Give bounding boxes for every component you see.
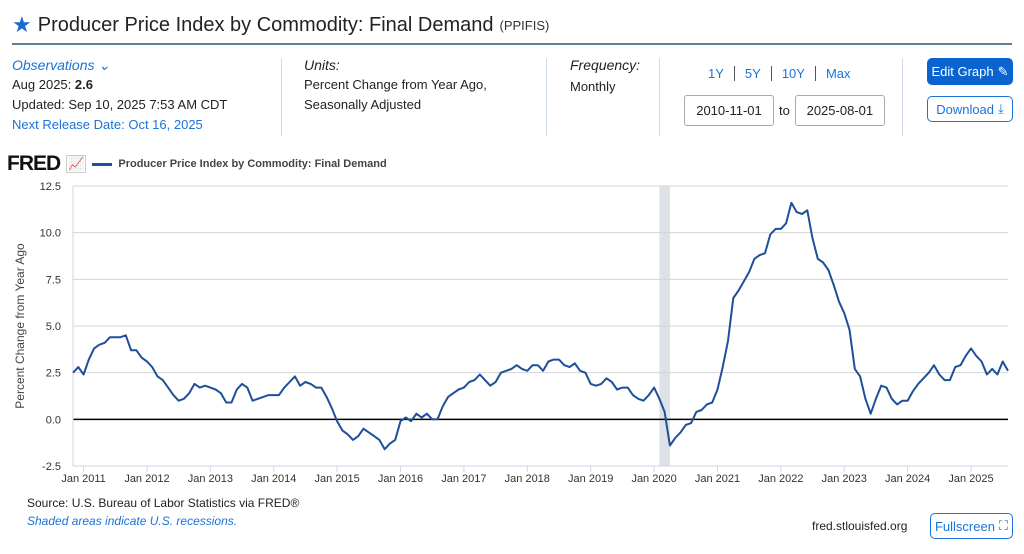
range-5y[interactable]: 5Y — [735, 66, 772, 81]
y-tick-label: 2.5 — [46, 368, 61, 380]
y-tick-label: 0.0 — [46, 414, 61, 426]
x-tick-label: Jan 2016 — [378, 473, 423, 485]
series-title: Producer Price Index by Commodity: Final… — [37, 13, 494, 36]
start-date-input[interactable]: 2010-11-01 — [684, 95, 774, 126]
recession-note: Shaded areas indicate U.S. recessions. — [27, 514, 238, 528]
x-tick-label: Jan 2019 — [568, 473, 613, 485]
legend-label[interactable]: Producer Price Index by Commodity: Final… — [118, 158, 387, 170]
units-line2: Seasonally Adjusted — [304, 97, 422, 112]
y-tick-label: 5.0 — [46, 321, 61, 333]
series-id: (PPIFIS) — [499, 17, 550, 33]
x-tick-label: Jan 2024 — [885, 473, 930, 485]
range-10y[interactable]: 10Y — [772, 66, 816, 81]
star-icon[interactable]: ★ — [12, 12, 32, 37]
updated-text: Updated: Sep 10, 2025 7:53 AM CDT — [12, 97, 228, 112]
x-tick-label: Jan 2023 — [822, 473, 867, 485]
x-tick-label: Jan 2011 — [61, 473, 105, 485]
site-link[interactable]: fred.stlouisfed.org — [812, 519, 908, 533]
fullscreen-button[interactable]: Fullscreen ⛶ — [930, 513, 1013, 539]
x-tick-label: Jan 2012 — [124, 473, 169, 485]
series-line — [72, 201, 1009, 451]
latest-date: Aug 2025: — [12, 77, 72, 92]
frequency-label: Frequency: — [570, 57, 641, 73]
edit-graph-button[interactable]: Edit Graph ✎ — [927, 58, 1013, 85]
chevron-down-icon: ⌄ — [98, 57, 111, 73]
latest-value: 2.6 — [74, 77, 93, 92]
x-tick-label: Jan 2013 — [188, 473, 233, 485]
title-divider — [12, 43, 1012, 45]
x-tick-label: Jan 2018 — [505, 473, 550, 485]
x-tick-label: Jan 2021 — [695, 473, 740, 485]
x-tick-label: Jan 2022 — [758, 473, 803, 485]
fred-logo: FRED — [7, 152, 61, 175]
range-selector: 1Y 5Y 10Y Max — [698, 66, 861, 81]
download-button[interactable]: Download ⤓ — [927, 96, 1013, 122]
edit-icon: ✎ — [997, 63, 1009, 79]
legend-swatch — [92, 162, 113, 166]
download-icon: ⤓ — [998, 101, 1004, 116]
fullscreen-label: Fullscreen — [934, 518, 995, 534]
divider — [281, 58, 282, 136]
edit-graph-label: Edit Graph — [931, 64, 994, 79]
y-axis-label: Percent Change from Year Ago — [13, 243, 27, 409]
source-text: Source: U.S. Bureau of Labor Statistics … — [27, 496, 300, 510]
observations-label: Observations — [12, 57, 95, 73]
range-max[interactable]: Max — [825, 66, 851, 81]
divider — [546, 58, 547, 136]
y-tick-label: 7.5 — [46, 274, 61, 286]
x-tick-label: Jan 2017 — [441, 473, 486, 485]
frequency-value: Monthly — [570, 79, 616, 94]
observations-panel: Observations ⌄ Aug 2025: 2.6 Updated: Se… — [12, 55, 227, 135]
date-separator: to — [779, 103, 790, 118]
y-tick-label: -2.5 — [42, 461, 61, 473]
chart-icon: 📈 — [66, 155, 87, 173]
range-1y[interactable]: 1Y — [698, 66, 735, 81]
download-label: Download — [936, 101, 995, 117]
observations-toggle[interactable]: Observations ⌄ — [12, 55, 227, 75]
fullscreen-icon: ⛶ — [998, 518, 1009, 533]
units-label: Units: — [304, 57, 340, 73]
divider — [902, 58, 903, 136]
x-tick-label: Jan 2014 — [251, 473, 296, 485]
page-title: ★ Producer Price Index by Commodity: Fin… — [12, 12, 549, 38]
divider — [659, 58, 660, 136]
x-tick-label: Jan 2025 — [948, 473, 993, 485]
y-tick-label: 10.0 — [40, 228, 61, 240]
end-date-input[interactable]: 2025-08-01 — [794, 95, 885, 126]
y-tick-label: 12.5 — [40, 181, 61, 193]
units-line1: Percent Change from Year Ago, — [304, 77, 487, 92]
x-tick-label: Jan 2015 — [314, 473, 359, 485]
x-tick-label: Jan 2020 — [631, 473, 676, 485]
next-release-link[interactable]: Next Release Date: Oct 16, 2025 — [12, 117, 203, 132]
